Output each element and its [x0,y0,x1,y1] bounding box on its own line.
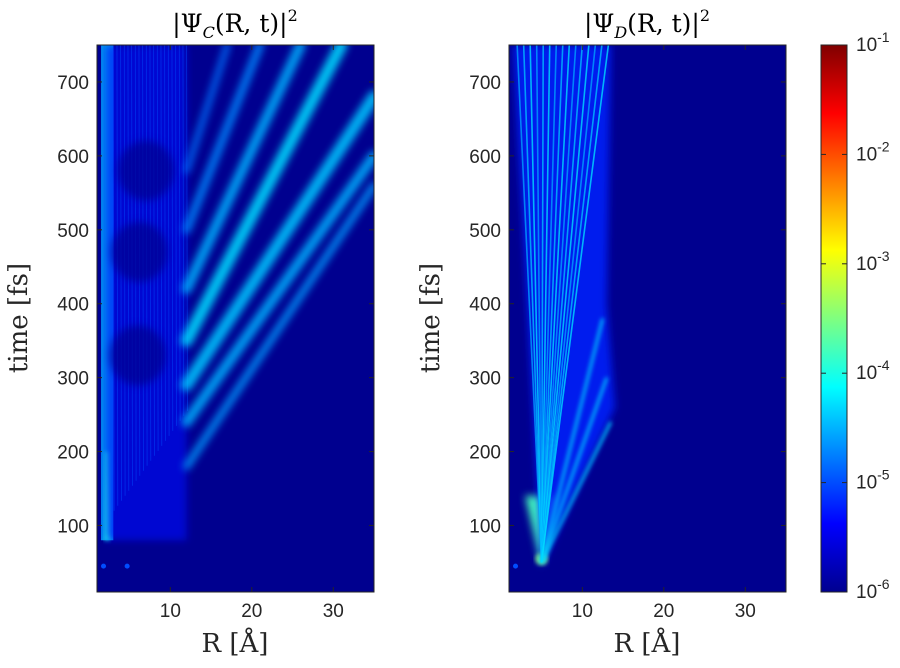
feature-small-spot [513,563,519,569]
feature-small-spots-at-t-45-fs [124,563,130,569]
title-c: |ΨC(R, t)|2 [172,6,298,42]
feature-oscillating-region-r-2-12--node [111,221,168,282]
x-tick-label: 10 [160,601,181,622]
y-tick-label: 100 [469,516,501,537]
colorbar-tick-label: 10-3 [856,248,890,275]
y-axis-label-d: time [fs] [416,263,446,373]
feature-oscillating-region-r-2-12--stripe [178,45,181,421]
x-axis-label-d: R [Å] [614,627,681,659]
y-ticks-c: 100 200 300 400 500 600 700 [57,73,374,537]
y-tick-label: 300 [469,369,501,390]
y-tick-label: 400 [469,295,501,316]
feature-oscillating-region-r-2-12--stripe [116,45,119,506]
panel-psi-d: 10 20 30 100 200 300 400 500 600 700 |ΨD(R, t)|2… [416,6,787,659]
colorbar-tick-label: 10-2 [856,138,890,165]
y-tick-label: 600 [57,147,89,168]
panel-psi-c: 10 20 30 100 200 300 400 500 600 700 |ΨC(R, t)|2… [4,6,375,659]
heatmap-c [101,45,374,569]
y-tick-label: 600 [469,147,501,168]
x-tick-label: 30 [735,601,756,622]
feature-outgoing-dissociating-streaks-streak [181,150,374,427]
feature-oscillating-region-r-2-12--node [117,140,174,201]
feature-oscillating-region-r-2-12--stripe [112,45,115,511]
feature-fan-of-trajectories-r-2-14--ray [540,45,545,563]
colorbar-ticks: 10-1 10-2 10-3 10-4 10-5 10-6 [821,29,890,603]
feature-outgoing-dissociating-streaks-streak [181,45,306,294]
feature-fan-of-trajectories-r-2-14--edge [540,421,612,563]
colorbar: 10-1 10-2 10-3 10-4 10-5 10-6 [820,29,890,603]
feature-fan-of-trajectories-r-2-14--edge [540,377,608,563]
feature-outgoing-dissociating-streaks-streak [180,90,374,392]
x-axis-label-c: R [Å] [202,627,269,659]
y-tick-label: 700 [57,73,89,94]
feature-small-spots-at-t-45-fs [101,563,107,569]
y-ticks-d: 100 200 300 400 500 600 700 [469,73,786,537]
y-tick-label: 500 [57,221,89,242]
axes-box-d [508,44,787,593]
feature-oscillating-region-r-2-12--node [109,325,166,386]
colorbar-tick-label: 10-5 [856,467,890,494]
feature-outgoing-dissociating-streaks-streak [183,181,374,470]
feature-fan-of-trajectories-r-2-14--ray [529,45,543,563]
y-tick-label: 100 [57,516,89,537]
feature-fan-of-trajectories-r-2-14--ray [535,45,543,563]
heatmap-d [513,45,615,569]
feature-fan-of-trajectories-r-2-14--ray [522,45,543,563]
colorbar-tick-label: 10-1 [856,29,890,56]
x-tick-label: 30 [323,601,344,622]
title-d: |ΨD(R, t)|2 [584,6,710,42]
feature-outgoing-dissociating-streaks-streak [180,45,348,347]
y-tick-label: 200 [469,443,501,464]
feature-fan-of-trajectories-r-2-14--ray [540,45,564,563]
colorbar-tick-label: 10-6 [856,576,890,603]
colorbar-tick-label: 10-4 [856,357,890,384]
y-tick-label: 200 [57,443,89,464]
feature-outgoing-dissociating-streaks-streak [183,45,231,174]
feature-fan-of-trajectories-r-2-14--ray [540,45,590,563]
x-ticks-d: 10 20 30 [572,45,756,622]
y-tick-label: 300 [57,369,89,390]
feature-fan-of-trajectories-r-2-14--ray [540,45,597,563]
feature-oscillating-region-r-2-12--stripe [167,45,170,436]
feature-fan-of-trajectories-r-2-14--ray [540,45,584,563]
colorbar-gradient [820,44,848,593]
x-ticks-c: 10 20 30 [160,45,344,622]
feature-oscillating-region-r-2-12- [105,45,187,541]
axes-box-c [96,44,375,593]
x-tick-label: 20 [241,601,262,622]
x-tick-label: 20 [653,601,674,622]
feature-fan-of-trajectories-r-2-14--ray [540,45,577,563]
feature-fan-of-trajectories-r-2-14--edge [540,318,604,563]
feature-fan-of-trajectories-r-2-14--ray [540,45,558,563]
feature-outgoing-dissociating-streaks-streak [182,45,264,234]
y-tick-label: 700 [469,73,501,94]
feature-oscillating-region-r-2-12--stripe [171,45,174,431]
y-tick-label: 500 [469,221,501,242]
feature-fan-of-trajectories-r-2-14--ray [540,45,551,563]
feature-fan-of-trajectories-r-2-14--ray [540,45,571,563]
feature-oscillating-region-r-2-12--stripe [175,45,177,426]
y-tick-label: 400 [57,295,89,316]
feature-fan-of-trajectories-r-2-14--ray [540,45,603,563]
feature-fan-of-trajectories-r-2-14--ray [540,45,610,563]
feature-fan-of-trajectories-r-2-14--ray [516,45,543,563]
x-tick-label: 10 [572,601,593,622]
y-axis-label-c: time [fs] [4,263,34,373]
